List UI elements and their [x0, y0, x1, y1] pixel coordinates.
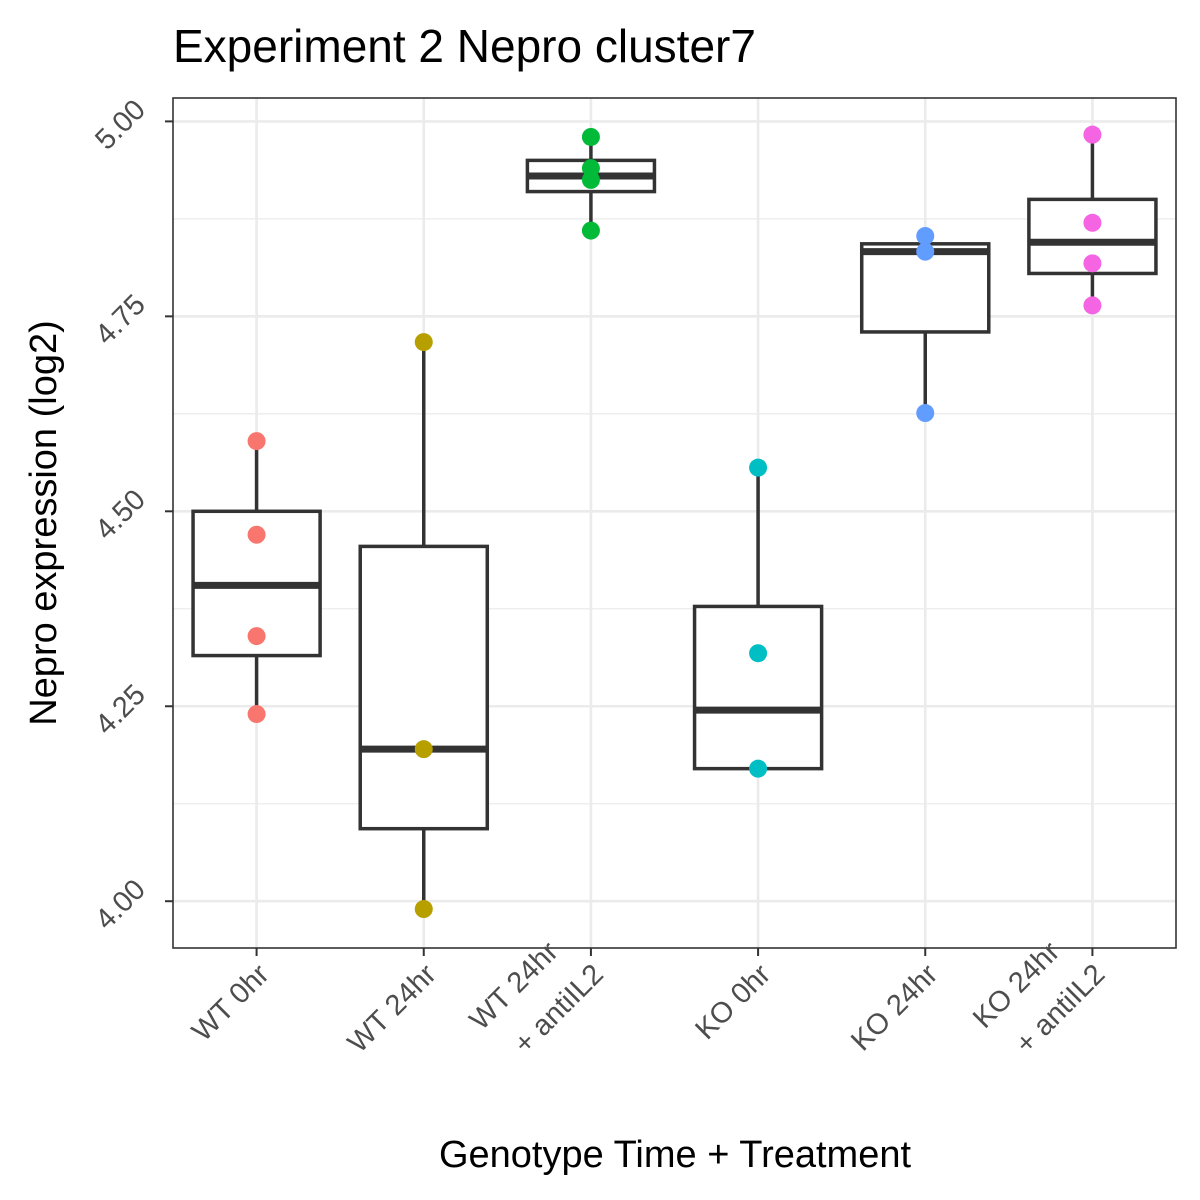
box-iqr	[692, 604, 824, 771]
chart-title: Experiment 2 Nepro cluster7	[173, 20, 756, 72]
x-axis-title: Genotype Time + Treatment	[439, 1134, 912, 1176]
data-point	[749, 759, 768, 778]
data-point	[916, 242, 935, 261]
panel-border	[172, 97, 1177, 949]
data-point	[414, 900, 433, 919]
data-point	[414, 333, 433, 352]
y-axis-title: Nepro expression (log2)	[23, 320, 65, 726]
data-point	[581, 221, 600, 240]
data-point	[749, 458, 768, 477]
box-group	[859, 227, 991, 423]
box-group	[525, 127, 657, 240]
data-point	[916, 404, 935, 423]
data-point	[247, 627, 266, 646]
data-point	[247, 705, 266, 724]
data-point	[749, 644, 768, 663]
data-point	[1083, 213, 1102, 232]
data-point	[581, 170, 600, 189]
data-point	[581, 127, 600, 146]
box-group	[692, 458, 824, 778]
box-group	[1027, 125, 1158, 315]
box-group	[358, 333, 490, 919]
data-point	[247, 432, 266, 451]
data-point	[1083, 125, 1102, 144]
data-point	[1083, 254, 1102, 273]
data-point	[916, 227, 935, 246]
data-point	[414, 740, 433, 759]
box-group	[191, 432, 322, 724]
box-iqr	[358, 544, 490, 831]
data-point	[247, 525, 266, 544]
data-point	[1083, 296, 1102, 315]
